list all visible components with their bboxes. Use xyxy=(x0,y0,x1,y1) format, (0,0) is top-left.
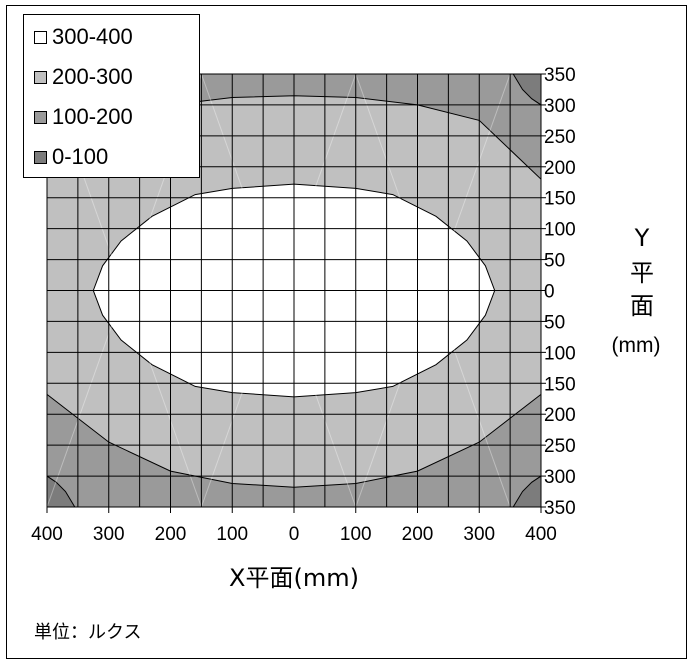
legend-swatch xyxy=(34,30,47,44)
y-tick-label: 150 xyxy=(544,374,576,395)
region-0-100-corner xyxy=(47,476,75,507)
y-tick-label: 0 xyxy=(544,282,555,303)
y-axis-title-line: Y xyxy=(634,224,650,252)
y-tick-label: 350 xyxy=(544,498,576,519)
contour-line-100 xyxy=(512,74,541,106)
x-tick-label: 300 xyxy=(93,524,125,545)
region-0-100-corner xyxy=(513,74,541,105)
y-tick-label: 100 xyxy=(544,343,576,364)
y-tick-label: 250 xyxy=(544,127,576,148)
y-axis-title-line: 面 xyxy=(630,292,654,320)
contour-line-100 xyxy=(47,475,76,507)
legend-swatch xyxy=(34,110,47,124)
legend-label: 100-200 xyxy=(52,104,133,129)
legend-label: 0-100 xyxy=(52,144,109,169)
legend-item: 0-100 xyxy=(34,142,108,172)
y-tick-label: 200 xyxy=(544,405,576,426)
legend-label: 200-300 xyxy=(52,64,133,89)
y-tick-label: 300 xyxy=(544,96,576,117)
contour-line-100 xyxy=(512,475,541,507)
y-tick-label: 100 xyxy=(544,220,576,241)
x-tick-label: 400 xyxy=(525,524,557,545)
y-tick-label: 150 xyxy=(544,189,576,210)
legend-item: 200-300 xyxy=(34,62,133,92)
x-tick-label: 200 xyxy=(155,524,187,545)
y-axis-title-line: (mm) xyxy=(612,334,661,357)
x-tick-label: 200 xyxy=(402,524,434,545)
y-tick-label: 350 xyxy=(544,65,576,86)
y-tick-label: 50 xyxy=(544,312,565,333)
y-tick-label: 200 xyxy=(544,158,576,179)
x-axis-title: X平面(mm) xyxy=(229,564,359,592)
region-0-100-corner xyxy=(513,476,541,507)
y-tick-label: 300 xyxy=(544,467,576,488)
legend-swatch xyxy=(34,70,47,84)
y-tick-label: 250 xyxy=(544,436,576,457)
x-tick-label: 300 xyxy=(463,524,495,545)
legend: 300-400 200-300 100-200 0-100 xyxy=(23,14,200,178)
x-tick-label: 100 xyxy=(340,524,372,545)
x-tick-label: 400 xyxy=(31,524,63,545)
x-tick-label: 0 xyxy=(289,524,300,545)
legend-swatch xyxy=(34,150,47,164)
y-axis-title-line: 平 xyxy=(630,259,654,287)
x-tick-label: 100 xyxy=(216,524,248,545)
y-tick-label: 50 xyxy=(544,251,565,272)
axes: 400 300 200 100 0 100 200 300 400 350 300 250 200 150… xyxy=(31,65,660,592)
legend-item: 100-200 xyxy=(34,102,133,132)
unit-note: 単位：ルクス xyxy=(34,622,142,643)
legend-item: 300-400 xyxy=(34,22,133,52)
legend-label: 300-400 xyxy=(52,24,133,49)
